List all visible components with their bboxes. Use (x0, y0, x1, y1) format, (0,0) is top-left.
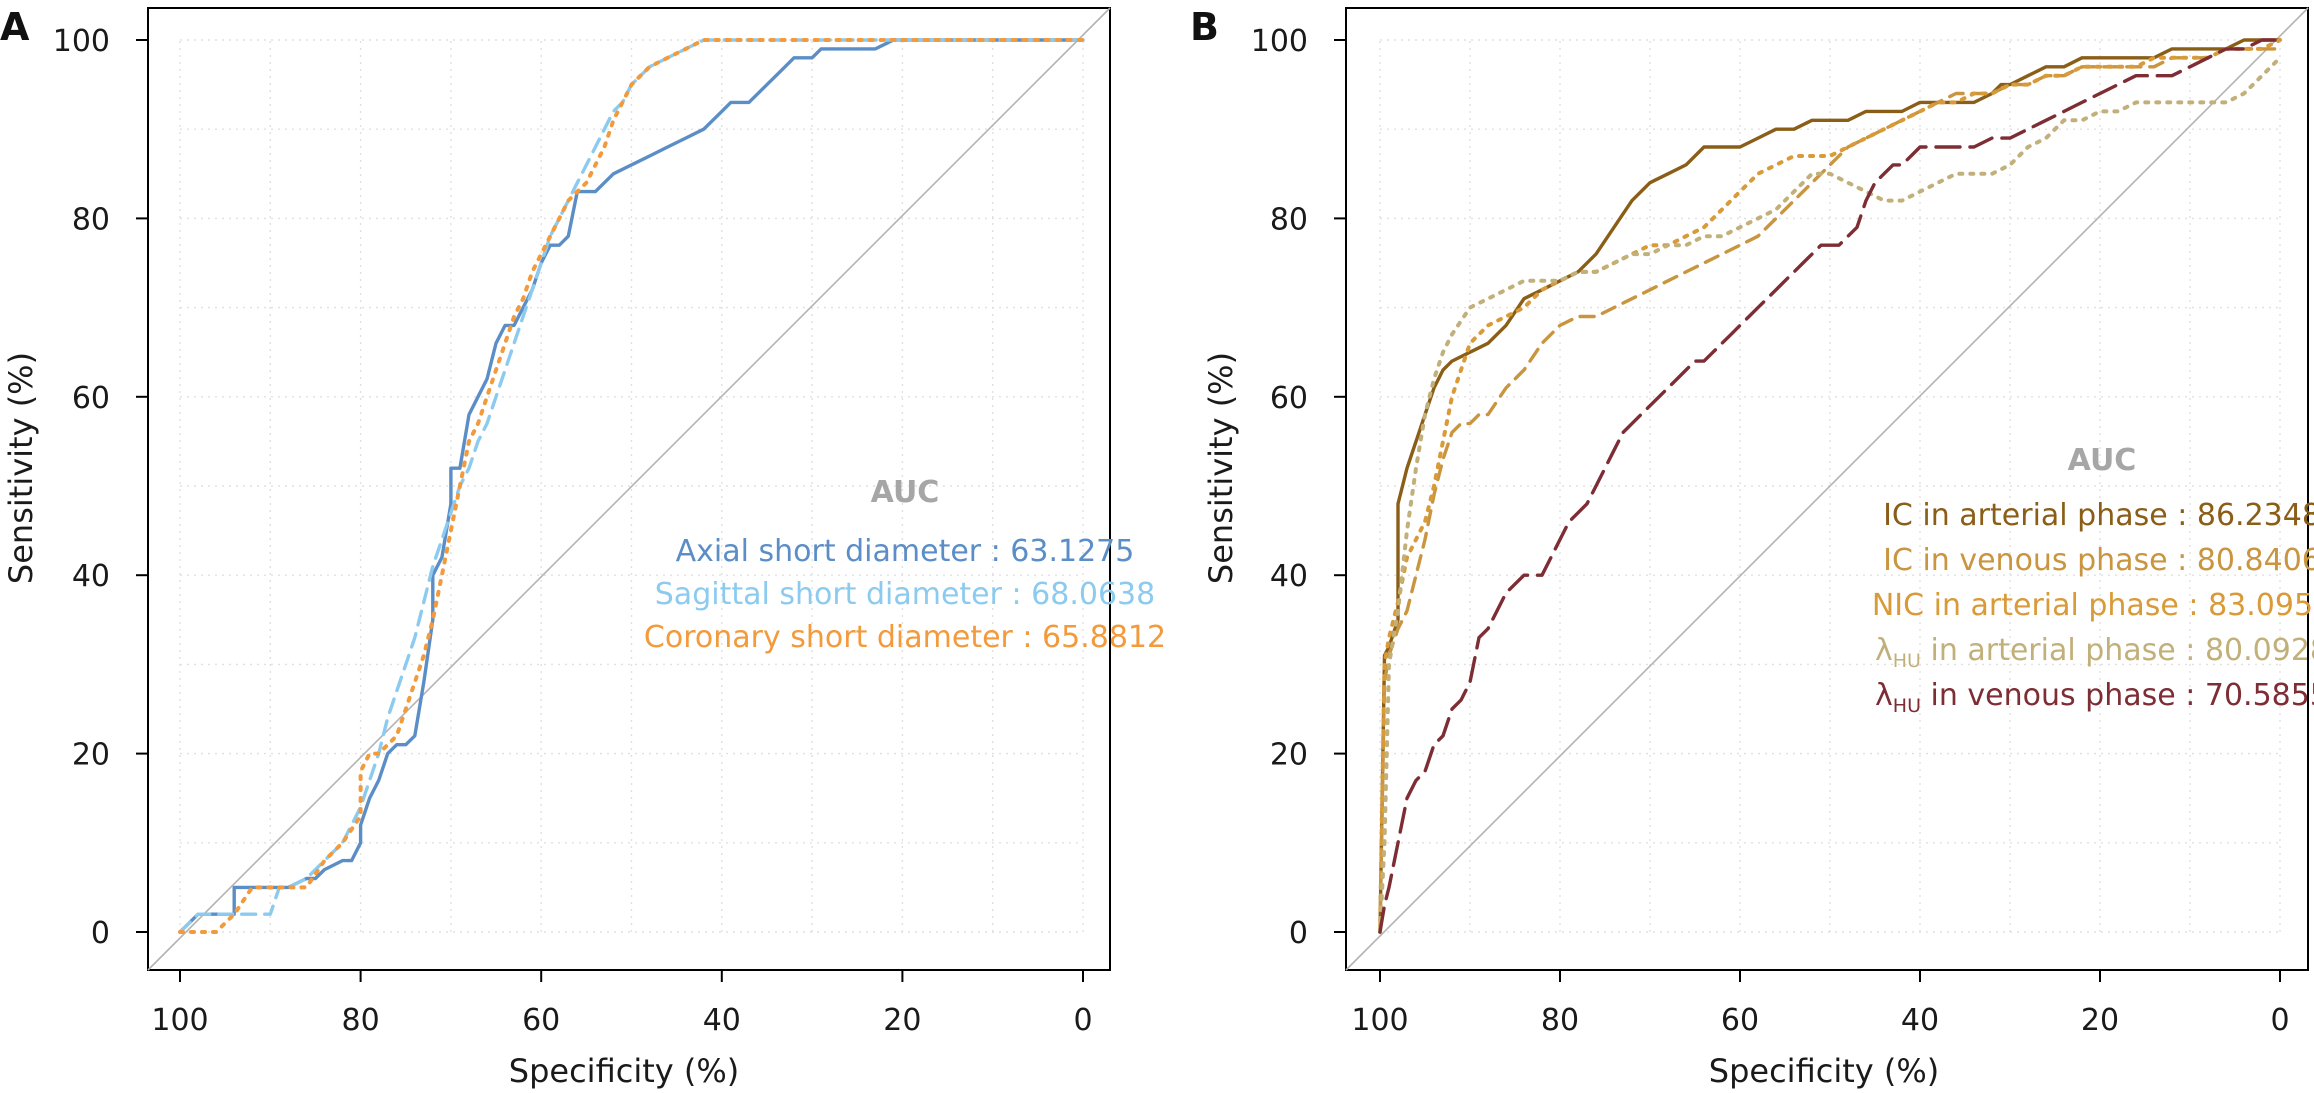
y-tick-label: 0 (91, 916, 110, 951)
panel-b-x-axis-label: Specificity (%) (1709, 1052, 1939, 1090)
panel-b-y-axis-label: Sensitivity (%) (1202, 352, 1240, 584)
y-tick-label: 60 (1270, 381, 1308, 416)
y-tick-label: 40 (1270, 559, 1308, 594)
roc-curve-1 (178, 38, 1085, 934)
panel-b-grid (1379, 39, 2281, 933)
y-tick-label: 60 (72, 381, 110, 416)
legend-entry-3: Coronary short diameter : 65.8812 (644, 620, 1166, 655)
panel-a: A 100 80 60 40 20 0 0 20 40 60 80 100 Specificity (… (0, 5, 1166, 1090)
x-tick-label: 100 (151, 1003, 208, 1038)
x-tick-label: 60 (1721, 1003, 1759, 1038)
panel-a-grid (179, 39, 1084, 933)
roc-curve-3 (1378, 38, 2282, 934)
legend-entry-2: Sagittal short diameter : 68.0638 (655, 577, 1155, 612)
roc-curve-4 (1378, 55, 2282, 934)
legend-title: AUC (2068, 443, 2137, 478)
x-tick-label: 40 (703, 1003, 741, 1038)
x-tick-label: 20 (883, 1003, 921, 1038)
panel-a-x-axis-label: Specificity (%) (509, 1052, 739, 1090)
y-tick-label: 100 (53, 24, 110, 59)
legend-title: AUC (871, 475, 940, 510)
y-tick-label: 80 (1270, 202, 1308, 237)
y-tick-label: 0 (1289, 916, 1308, 951)
panel-b-letter: B (1190, 5, 1219, 49)
roc-curve-5 (1378, 38, 2282, 934)
panel-a-letter: A (0, 5, 30, 49)
x-tick-label: 40 (1901, 1003, 1939, 1038)
legend-entry-4: λHU in arterial phase : 80.0928 (1875, 633, 2314, 672)
roc-curve-3 (178, 38, 1085, 934)
y-tick-label: 40 (72, 559, 110, 594)
x-tick-label: 80 (1541, 1003, 1579, 1038)
legend-entry-5: λHU in venous phase : 70.5855 (1875, 678, 2314, 717)
panel-a-legend: AUC Axial short diameter : 63.1275 Sagitta… (644, 475, 1166, 655)
panel-a-series (178, 38, 1085, 934)
roc-curve-1 (1378, 38, 2282, 934)
y-tick-label: 20 (1270, 738, 1308, 773)
legend-entry-1: IC in arterial phase : 86.2348 (1883, 498, 2314, 533)
x-tick-label: 20 (2081, 1003, 2119, 1038)
panel-b-series (1378, 38, 2282, 934)
panel-b-plot-area (1345, 7, 2309, 971)
y-tick-label: 100 (1251, 24, 1308, 59)
x-tick-label: 80 (342, 1003, 380, 1038)
x-tick-label: 0 (2270, 1003, 2289, 1038)
y-tick-label: 80 (72, 202, 110, 237)
panel-b-legend: AUC IC in arterial phase : 86.2348 IC in v… (1872, 443, 2314, 717)
panel-b-reference-diagonal (1345, 7, 2309, 971)
legend-entry-3: NIC in arterial phase : 83.0957 (1872, 588, 2314, 623)
y-tick-label: 20 (72, 738, 110, 773)
x-tick-label: 100 (1351, 1003, 1408, 1038)
panel-a-ticks: 100 80 60 40 20 0 0 20 40 60 80 100 (53, 24, 1093, 1038)
legend-entry-1: Axial short diameter : 63.1275 (676, 534, 1135, 569)
panel-a-plot-area (147, 7, 1111, 971)
panel-b-ticks: 100 80 60 40 20 0 0 20 40 60 80 100 (1251, 24, 2290, 1038)
legend-entry-2: IC in venous phase : 80.8406 (1883, 543, 2314, 578)
panel-a-reference-diagonal (147, 7, 1111, 971)
x-tick-label: 60 (522, 1003, 560, 1038)
panel-b: B 100 80 60 40 20 0 0 20 40 60 80 100 Specificity (… (1190, 5, 2314, 1090)
x-tick-label: 0 (1073, 1003, 1092, 1038)
panel-a-y-axis-label: Sensitivity (%) (2, 352, 40, 584)
